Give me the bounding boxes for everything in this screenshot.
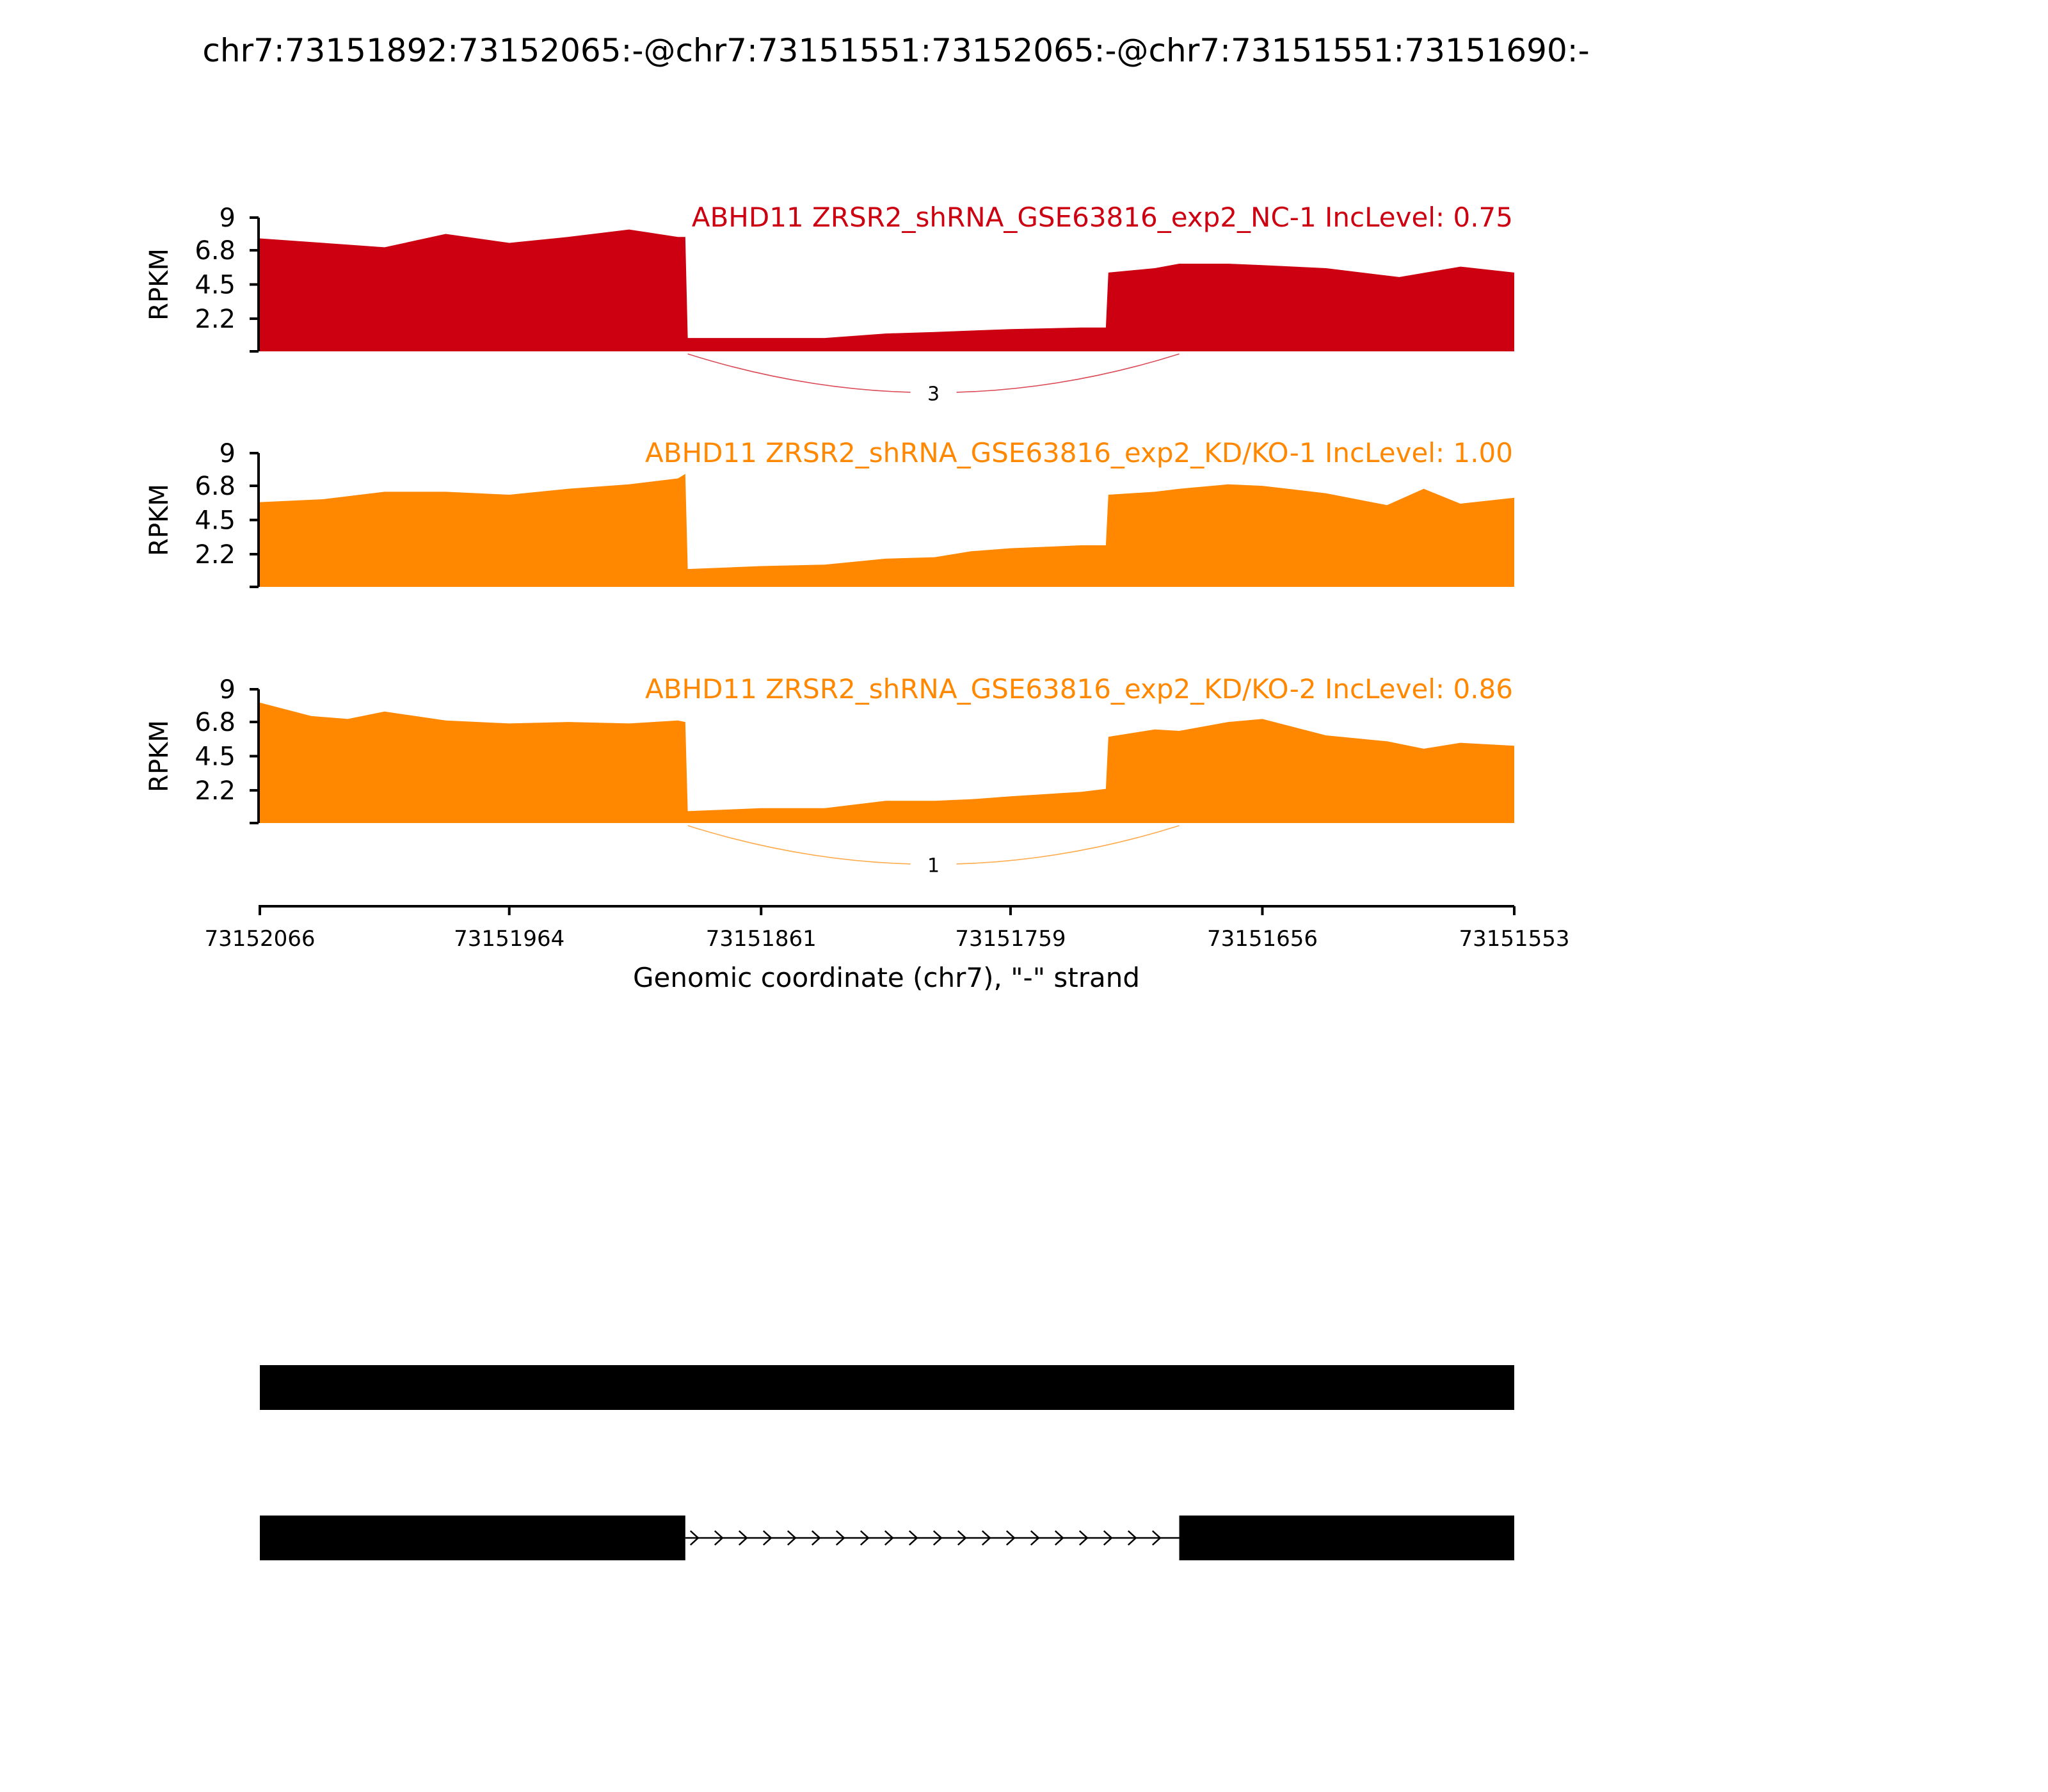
y-tick-label: 2.2 <box>195 540 236 570</box>
coverage-tracks: 9 6.8 4.5 2.2 RPKM ABHD11 ZRSR2_shRNA_GSE6381… <box>145 202 1514 877</box>
strand-arrow <box>908 1530 918 1546</box>
y-tick-label: 6.8 <box>195 472 236 501</box>
x-tick-label: 73151861 <box>706 926 817 952</box>
x-tick-label: 73152066 <box>204 926 315 952</box>
strand-arrow <box>1030 1530 1040 1546</box>
strand-arrow <box>1005 1530 1016 1546</box>
coverage-track: 9 6.8 4.5 2.2 RPKM ABHD11 ZRSR2_shRNA_GSE6381… <box>145 202 1514 406</box>
y-tick-label: 4.5 <box>195 742 236 772</box>
strand-arrow <box>811 1530 821 1546</box>
track-label: ABHD11 ZRSR2_shRNA_GSE63816_exp2_NC-1 In… <box>692 202 1513 233</box>
strand-arrow <box>932 1530 943 1546</box>
junction-count-bg <box>910 380 957 406</box>
y-tick-label: 4.5 <box>195 506 236 536</box>
x-axis: Genomic coordinate (chr7), "-" strand 73… <box>204 905 1570 993</box>
exon-block <box>1179 1516 1514 1560</box>
x-axis-label: Genomic coordinate (chr7), "-" strand <box>633 962 1140 993</box>
strand-arrow <box>957 1530 967 1546</box>
y-tick-label: 9 <box>220 439 236 468</box>
strand-arrow <box>835 1530 845 1546</box>
gene-model <box>260 1365 1514 1410</box>
exon-block <box>260 1365 1514 1410</box>
y-tick-label: 6.8 <box>195 236 236 266</box>
y-tick-label: 9 <box>220 204 236 233</box>
gene-models <box>260 1365 1514 1560</box>
strand-arrow <box>1078 1530 1089 1546</box>
y-tick-label: 6.8 <box>195 708 236 737</box>
coverage-track: 9 6.8 4.5 2.2 RPKM ABHD11 ZRSR2_shRNA_GSE6381… <box>145 437 1514 588</box>
strand-arrow <box>884 1530 894 1546</box>
exon-block <box>260 1516 685 1560</box>
x-tick-label: 73151553 <box>1459 926 1569 952</box>
coverage-area <box>260 474 1514 587</box>
strand-arrow <box>762 1530 772 1546</box>
junction-count: 3 <box>927 383 940 406</box>
strand-arrow <box>787 1530 797 1546</box>
x-tick-label: 73151656 <box>1207 926 1318 952</box>
strand-arrow <box>1151 1530 1162 1546</box>
strand-arrow <box>1103 1530 1113 1546</box>
coverage-track: 9 6.8 4.5 2.2 RPKM ABHD11 ZRSR2_shRNA_GSE6381… <box>145 673 1514 877</box>
y-axis-label: RPKM <box>145 720 174 792</box>
coverage-area <box>260 229 1514 351</box>
gene-model <box>260 1516 1514 1560</box>
y-tick-label: 2.2 <box>195 776 236 806</box>
strand-arrow <box>714 1530 724 1546</box>
strand-arrow <box>738 1530 748 1546</box>
strand-arrow <box>981 1530 991 1546</box>
coverage-area <box>260 702 1514 823</box>
strand-arrow <box>1054 1530 1064 1546</box>
strand-arrow <box>1127 1530 1137 1546</box>
strand-arrow <box>689 1530 700 1546</box>
y-tick-label: 9 <box>220 675 236 705</box>
x-tick-label: 73151964 <box>454 926 564 952</box>
strand-arrow <box>860 1530 870 1546</box>
junction-count-bg <box>910 851 957 877</box>
y-tick-label: 2.2 <box>195 305 236 334</box>
chart-title: chr7:73151892:73152065:-@chr7:73151551:7… <box>202 32 1589 69</box>
y-axis-label: RPKM <box>145 248 174 321</box>
junction-count: 1 <box>927 855 940 877</box>
track-label: ABHD11 ZRSR2_shRNA_GSE63816_exp2_KD/KO-2… <box>645 673 1513 705</box>
track-label: ABHD11 ZRSR2_shRNA_GSE63816_exp2_KD/KO-1… <box>645 437 1513 468</box>
x-tick-label: 73151759 <box>955 926 1066 952</box>
y-tick-label: 4.5 <box>195 271 236 300</box>
y-axis-label: RPKM <box>145 484 174 556</box>
